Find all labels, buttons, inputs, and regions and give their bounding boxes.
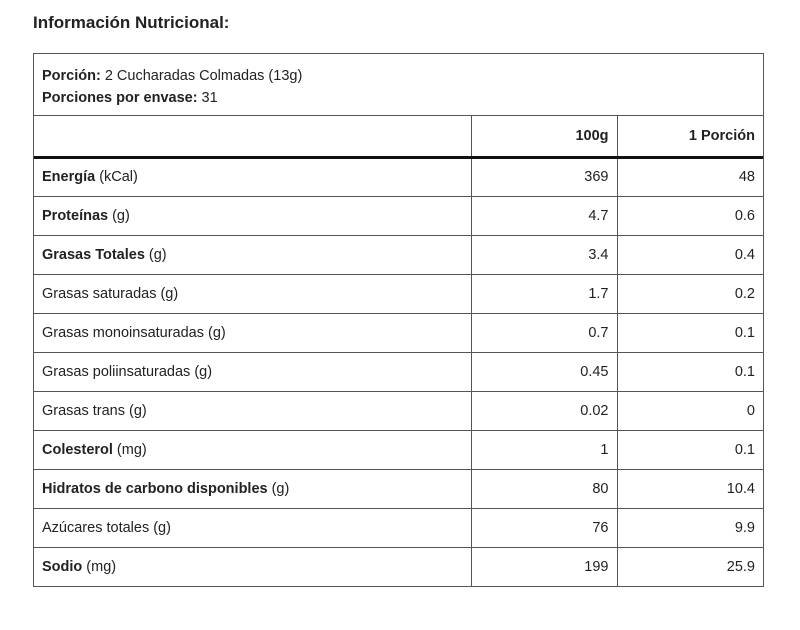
- value-cell: 48: [738, 169, 755, 185]
- row: Grasas monoinsaturadas (g) 0.7 0.1: [34, 312, 763, 352]
- label-cell: Grasas saturadas (g): [34, 273, 472, 313]
- value-cell: 80: [471, 468, 618, 508]
- nutrient-unit: (g): [129, 402, 147, 419]
- row: Proteínas (g) 4.7 0.6: [34, 195, 763, 235]
- value-cell: 1: [471, 429, 618, 469]
- nutrient-name: Grasas Totales: [42, 246, 145, 263]
- value-cell: 25.9: [617, 546, 763, 586]
- nutrient-name: Grasas saturadas: [42, 285, 157, 302]
- nutrient-name: Sodio: [42, 558, 83, 575]
- header-cell: 100g: [471, 116, 618, 159]
- value-cell: 9.9: [617, 507, 763, 547]
- row: Energía (kCal) 369 48: [34, 157, 763, 196]
- nutrient-name: Grasas trans: [42, 402, 125, 419]
- value-cell: 0.2: [617, 273, 763, 313]
- value-cell: 4.7: [471, 195, 618, 235]
- nutrient-unit: (g): [271, 480, 290, 497]
- value-cell: 0.1: [617, 312, 763, 352]
- title: Información Nutricional:: [33, 13, 230, 32]
- label-cell: Grasas monoinsaturadas (g): [34, 312, 472, 352]
- nutrient-unit: (g): [194, 363, 213, 380]
- value-cell: 3.4: [471, 234, 618, 274]
- serving-label: Porción:: [42, 68, 101, 84]
- label-cell: Grasas poliinsaturadas (g): [34, 351, 472, 391]
- nutrient-name: Energía: [42, 169, 96, 185]
- row: Grasas saturadas (g) 1.7 0.2: [34, 273, 763, 313]
- nutrient-unit: (g): [160, 285, 179, 302]
- value-cell: 369: [471, 157, 618, 196]
- nutrient-unit: (kCal): [99, 169, 138, 185]
- row: Grasas Totales (g) 3.4 0.4: [34, 234, 763, 274]
- nutrient-name: Hidratos de carbono disponibles: [42, 480, 268, 497]
- row: Hidratos de carbono disponibles (g) 80 10.4: [34, 468, 763, 508]
- header-cell: [34, 116, 472, 159]
- value-cell: 0.6: [617, 195, 763, 235]
- value-cell: 0.45: [471, 351, 618, 391]
- nutrient-unit: (g): [112, 207, 130, 224]
- servings-line: Porciones por envase: 31: [42, 87, 763, 109]
- servings-value: 31: [201, 90, 218, 106]
- row: Sodio (mg) 199 25.9: [34, 546, 763, 586]
- value-cell: 0.4: [617, 234, 763, 274]
- label-cell: Hidratos de carbono disponibles (g): [34, 468, 472, 508]
- header-row: 100g 1 Porción: [34, 116, 763, 159]
- header-cell: 1 Porción: [617, 116, 763, 159]
- servings-label: Porciones por envase:: [42, 90, 198, 106]
- value-cell: 0.1: [617, 351, 763, 391]
- value-cell: 0.02: [471, 390, 618, 430]
- table: 100g 1 Porción Energía (kCal) 369 48 Proteín…: [34, 116, 763, 586]
- value-cell: 0.7: [471, 312, 618, 352]
- nutrient-unit: (mg): [116, 441, 147, 458]
- serving-line: Porción: 2 Cucharadas Colmadas (13g): [42, 65, 763, 87]
- value-cell: 1.7: [471, 273, 618, 313]
- nutrient-name: Colesterol: [42, 441, 113, 458]
- value-cell: 0.1: [617, 429, 763, 469]
- value-cell: 199: [471, 546, 618, 586]
- value-cell: 76: [471, 507, 618, 547]
- value-cell: 0: [617, 390, 763, 430]
- label-cell: Grasas Totales (g): [34, 234, 472, 274]
- label-cell: Grasas trans (g): [34, 390, 472, 430]
- label-cell: Sodio (mg): [34, 546, 472, 586]
- nutrient-name: Grasas poliinsaturadas: [42, 363, 191, 380]
- row: Colesterol (mg) 1 0.1: [34, 429, 763, 469]
- serving-info: Porción: 2 Cucharadas Colmadas (13g) Porc…: [34, 54, 763, 116]
- nutrient-unit: (g): [208, 324, 226, 341]
- value-cell: 10.4: [617, 468, 763, 508]
- nutrient-name: Azúcares totales: [42, 519, 150, 536]
- row: Azúcares totales (g) 76 9.9: [34, 507, 763, 547]
- nutrient-name: Proteínas: [42, 207, 109, 224]
- nutrient-name: Grasas monoinsaturadas: [42, 324, 204, 341]
- label-cell: Colesterol (mg): [34, 429, 472, 469]
- serving-text: 2 Cucharadas Colmadas (13g): [104, 68, 303, 84]
- nutrient-unit: (mg): [86, 558, 117, 575]
- row: Grasas poliinsaturadas (g) 0.45 0.1: [34, 351, 763, 391]
- nutrition-table: Porción: 2 Cucharadas Colmadas (13g) Porc…: [33, 53, 764, 587]
- nutrient-unit: (g): [148, 246, 167, 263]
- nutrient-unit: (g): [153, 519, 171, 536]
- label-cell: Energía (kCal): [34, 157, 472, 196]
- label-cell: Azúcares totales (g): [34, 507, 472, 547]
- label-cell: Proteínas (g): [34, 195, 472, 235]
- row: Grasas trans (g) 0.02 0: [34, 390, 763, 430]
